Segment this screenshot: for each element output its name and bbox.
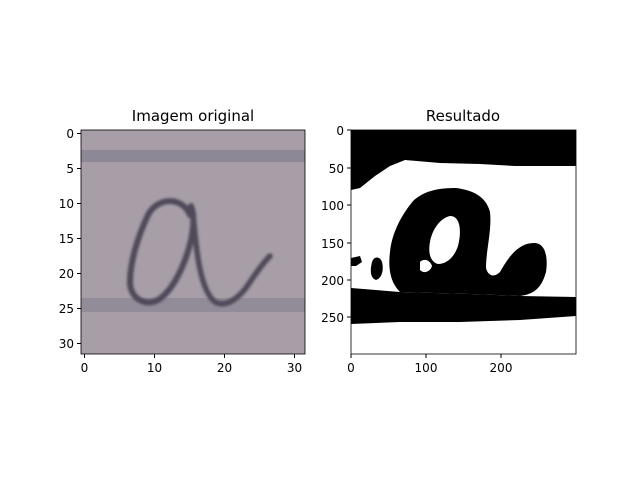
right-x-tick-label: 100: [415, 361, 438, 375]
left-panel: Imagem original 0 10 20 30: [59, 107, 306, 375]
right-axes-frame: [350, 129, 577, 355]
left-y-tick-label: 20: [59, 267, 74, 281]
left-x-tick-label: 0: [81, 361, 89, 375]
handwritten-letter: [127, 198, 273, 307]
right-y-tick-label: 250: [321, 311, 344, 325]
right-y-tick-label: 0: [336, 124, 344, 138]
right-y-ticks: 0 50 100 150 200 250: [321, 124, 351, 325]
left-axes-frame: [80, 129, 306, 355]
left-y-ticks: 0 5 10 15 20 25 30: [59, 127, 81, 351]
left-title: Imagem original: [132, 107, 254, 125]
left-image: [81, 130, 305, 354]
right-x-ticks: 0 100 200: [347, 354, 512, 375]
right-panel: Resultado 0 100 200: [321, 107, 577, 375]
mask-speck: [356, 176, 360, 182]
ruled-line-bottom: [81, 298, 305, 312]
ruled-line-top: [81, 150, 305, 162]
right-x-tick-label: 0: [347, 361, 355, 375]
right-image: [351, 130, 576, 354]
left-y-tick-label: 30: [59, 337, 74, 351]
mask-bottom-band: [351, 288, 576, 324]
mask-top-band: [351, 130, 576, 190]
left-y-tick-label: 25: [59, 302, 74, 316]
mask-blob-left: [370, 257, 383, 280]
left-x-ticks: 0 10 20 30: [81, 354, 302, 375]
left-x-tick-label: 10: [147, 361, 162, 375]
right-x-tick-label: 200: [490, 361, 513, 375]
left-y-tick-label: 10: [59, 197, 74, 211]
left-x-tick-label: 20: [217, 361, 232, 375]
mask-blob-small: [351, 256, 362, 266]
right-y-tick-label: 50: [329, 162, 344, 176]
left-y-tick-label: 5: [66, 162, 74, 176]
left-y-tick-label: 0: [66, 127, 74, 141]
mask-blob-corner: [456, 136, 472, 144]
right-title: Resultado: [426, 107, 500, 125]
right-y-tick-label: 100: [321, 199, 344, 213]
right-y-tick-label: 200: [321, 274, 344, 288]
mask-hole: [420, 259, 432, 273]
left-x-tick-label: 30: [287, 361, 302, 375]
left-y-tick-label: 15: [59, 232, 74, 246]
right-y-tick-label: 150: [321, 237, 344, 251]
